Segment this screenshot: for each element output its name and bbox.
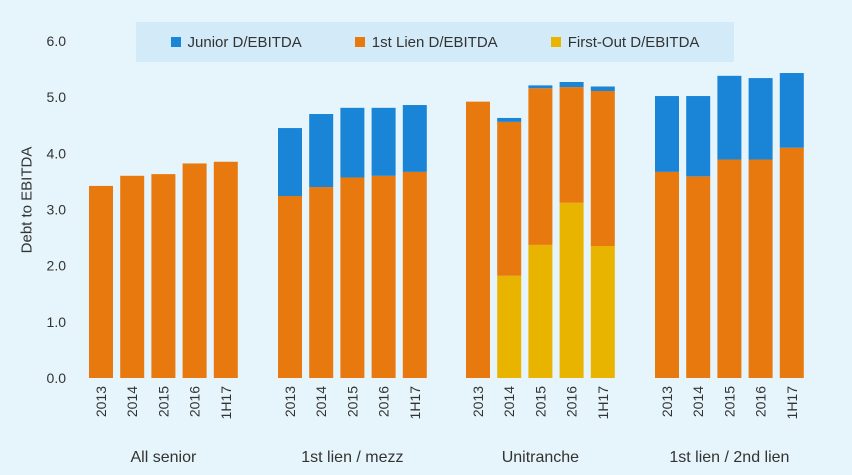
- y-tick-label: 4.0: [47, 145, 67, 161]
- bar-first: [655, 171, 679, 378]
- legend-label-first-out: First-Out D/EBITDA: [567, 33, 700, 51]
- legend: Junior D/EBITDA 1st Lien D/EBITDA First-…: [136, 22, 734, 62]
- y-tick-label: 6.0: [47, 33, 67, 49]
- bar-junior: [340, 107, 365, 178]
- x-tick-label: 2013: [659, 386, 675, 417]
- bar-first: [213, 161, 238, 378]
- bar-first: [748, 159, 773, 378]
- bar-firstout: [590, 246, 615, 378]
- x-tick-label: 2013: [282, 386, 298, 417]
- bar-junior: [402, 105, 427, 172]
- bar-first: [371, 175, 396, 378]
- bar-junior: [686, 96, 711, 177]
- bar-junior: [278, 128, 302, 197]
- legend-item-junior: Junior D/EBITDA: [170, 33, 302, 51]
- y-tick-label: 1.0: [47, 314, 67, 330]
- x-tick-label: 2015: [532, 386, 548, 417]
- y-tick-label: 2.0: [47, 258, 67, 274]
- bar-first: [779, 147, 804, 378]
- bar-first: [466, 101, 490, 378]
- group-label: Unitranche: [502, 449, 579, 466]
- y-tick-label: 0.0: [47, 370, 67, 386]
- x-tick-label: 1H17: [784, 386, 800, 420]
- bar-junior: [655, 96, 679, 172]
- y-tick-label: 3.0: [47, 202, 67, 218]
- x-tick-label: 2014: [690, 386, 706, 417]
- bar-junior: [748, 78, 773, 160]
- bar-junior: [497, 117, 522, 122]
- x-tick-label: 2014: [124, 386, 140, 417]
- group-label: All senior: [130, 449, 196, 466]
- bar-junior: [309, 114, 334, 188]
- bar-firstout: [528, 244, 553, 378]
- x-tick-label: 2015: [155, 386, 171, 417]
- bar-first: [309, 187, 334, 378]
- x-tick-label: 2016: [564, 386, 580, 417]
- bar-junior: [528, 85, 553, 89]
- bar-junior: [371, 107, 396, 176]
- x-tick-label: 1H17: [407, 386, 423, 420]
- y-tick-label: 5.0: [47, 89, 67, 105]
- legend-item-first-lien: 1st Lien D/EBITDA: [354, 33, 498, 51]
- bar-first: [151, 174, 176, 378]
- y-axis-label: Debt to EBITDA: [18, 146, 36, 254]
- legend-label-first-lien: 1st Lien D/EBITDA: [371, 33, 498, 51]
- legend-swatch-first-out: [550, 37, 561, 47]
- bar-first: [89, 185, 113, 378]
- x-tick-label: 2013: [93, 386, 109, 417]
- x-tick-label: 2013: [470, 386, 486, 417]
- x-tick-label: 2014: [313, 386, 329, 417]
- x-tick-label: 2015: [344, 386, 360, 417]
- x-tick-label: 1H17: [218, 386, 234, 420]
- bar-first: [590, 90, 615, 247]
- x-tick-label: 1H17: [595, 386, 611, 420]
- bar-first: [497, 121, 522, 276]
- bar-junior: [779, 73, 804, 148]
- legend-swatch-junior: [170, 37, 181, 47]
- x-tick-label: 2016: [187, 386, 203, 417]
- bar-first: [340, 177, 365, 378]
- x-tick-label: 2015: [721, 386, 737, 417]
- x-tick-label: 2016: [753, 386, 769, 417]
- legend-swatch-first-lien: [354, 37, 365, 47]
- bar-first: [686, 176, 711, 378]
- group-label: 1st lien / 2nd lien: [669, 449, 789, 466]
- bar-firstout: [559, 202, 584, 378]
- x-tick-label: 2014: [501, 386, 517, 417]
- bar-first: [717, 159, 742, 378]
- bar-junior: [590, 86, 615, 91]
- bar-first: [278, 196, 302, 378]
- legend-label-junior: Junior D/EBITDA: [187, 33, 302, 51]
- bar-first: [182, 163, 207, 378]
- bar-firstout: [497, 275, 522, 378]
- bar-first: [528, 88, 553, 245]
- bar-first: [402, 171, 427, 378]
- x-tick-label: 2016: [376, 386, 392, 417]
- bar-first: [559, 87, 584, 203]
- bar-junior: [717, 75, 742, 160]
- group-label: 1st lien / mezz: [301, 449, 403, 466]
- legend-item-first-out: First-Out D/EBITDA: [550, 33, 700, 51]
- bar-junior: [559, 82, 584, 88]
- bar-first: [120, 175, 145, 378]
